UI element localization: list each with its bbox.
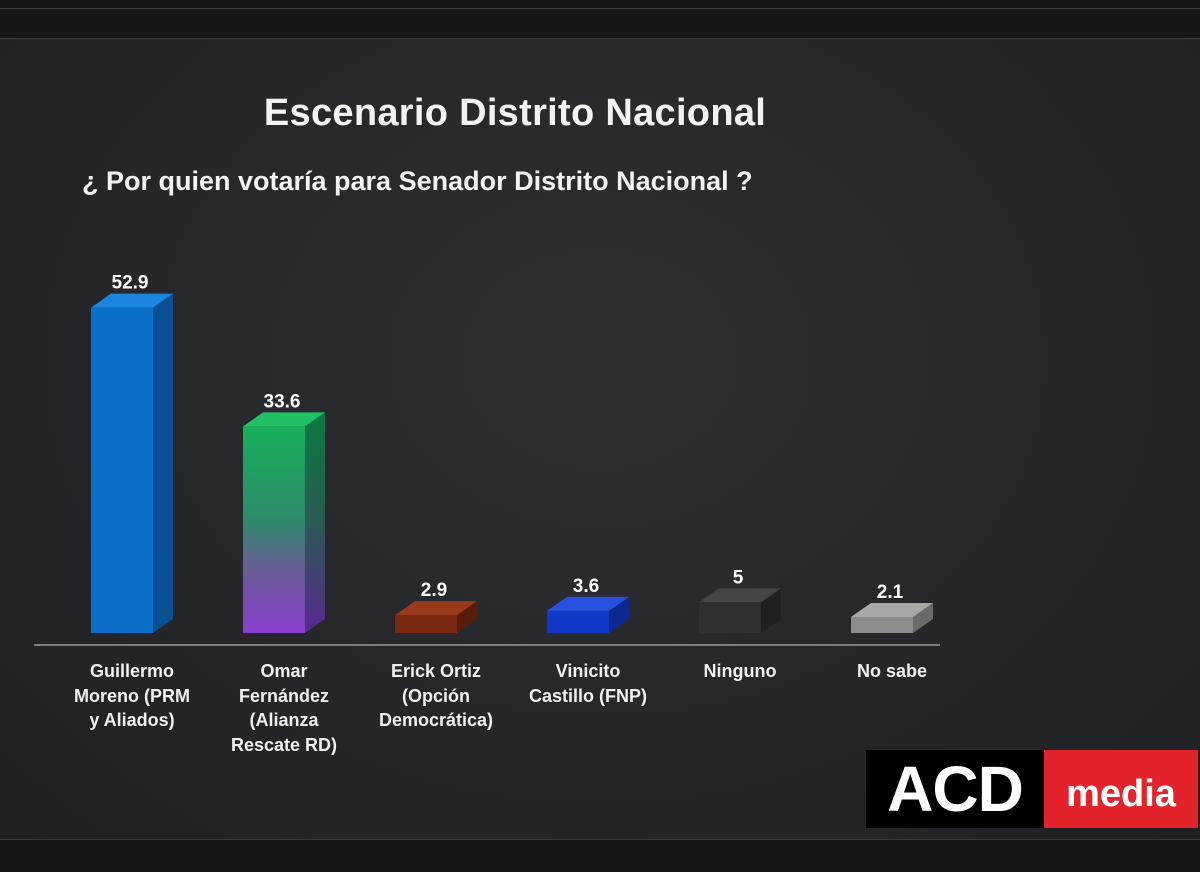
bar-front-erick-ortiz [395, 615, 457, 633]
category-label-line: Castillo (FNP) [528, 685, 647, 706]
bar-front-no-sabe [851, 617, 913, 633]
category-label-line: No sabe [856, 661, 928, 681]
chart-subtitle: ¿ Por quien votaría para Senador Distrit… [82, 166, 753, 196]
category-label-vinicito-castillo: Vinicito Castillo (FNP) [513, 659, 663, 708]
category-label-line: Erick Ortiz [390, 661, 482, 681]
bar-top-ninguno [699, 588, 781, 603]
category-label-line: Rescate RD) [230, 734, 338, 755]
bar-front-ninguno [699, 602, 761, 633]
bar-no-sabe: 2.1 [851, 582, 933, 633]
bar-side-omar-fernandez [305, 412, 325, 633]
category-label-line: Vinicito [555, 661, 621, 681]
value-label-guillermo-moreno: 52.9 [112, 273, 149, 294]
bar-top-guillermo-moreno [91, 293, 173, 308]
value-label-vinicito-castillo: 3.6 [573, 576, 599, 597]
value-label-erick-ortiz: 2.9 [421, 580, 447, 601]
bar-ninguno: 5 [699, 567, 781, 633]
bar-vinicito-castillo: 3.6 [547, 576, 629, 633]
logo-acd-text: ACD [866, 750, 1044, 828]
bar-top-erick-ortiz [395, 601, 477, 616]
category-label-no-sabe: No sabe [817, 659, 967, 684]
category-label-line: y Aliados) [89, 710, 175, 730]
bar-top-omar-fernandez [243, 412, 325, 427]
category-label-line: Democrática) [378, 710, 494, 730]
category-label-omar-fernandez: Omar Fernández (Alianza Rescate RD) [209, 659, 359, 757]
category-label-line: Omar [260, 661, 308, 681]
bar-top-vinicito-castillo [547, 596, 629, 611]
category-label-line: Fernández [238, 685, 330, 706]
bar-side-no-sabe [913, 603, 933, 633]
bar-top-no-sabe [851, 603, 933, 617]
bar-omar-fernandez: 33.6 [243, 391, 325, 633]
chart-title: Escenario Distrito Nacional [263, 92, 767, 134]
top-divider [0, 8, 1200, 9]
bar-side-erick-ortiz [457, 601, 477, 633]
category-label-guillermo-moreno: Guillermo Moreno (PRM y Aliados) [57, 659, 207, 733]
category-label-line: (Opción [402, 685, 470, 706]
bar-front-vinicito-castillo [547, 610, 609, 633]
bar-guillermo-moreno: 52.9 [91, 273, 173, 633]
acd-media-logo: ACD media [866, 750, 1198, 828]
bar-side-vinicito-castillo [609, 596, 629, 633]
value-label-omar-fernandez: 33.6 [264, 391, 301, 412]
value-label-ninguno: 5 [733, 567, 744, 588]
bar-side-guillermo-moreno [153, 293, 173, 633]
category-label-ninguno: Ninguno [665, 659, 815, 684]
value-label-no-sabe: 2.1 [877, 582, 904, 603]
bar-erick-ortiz: 2.9 [395, 580, 477, 633]
category-label-line: Ninguno [703, 661, 777, 681]
bar-side-ninguno [761, 588, 781, 633]
logo-media-text: media [1044, 750, 1198, 828]
category-label-line: (Alianza [249, 710, 319, 730]
category-label-line: Moreno (PRM [74, 685, 190, 706]
category-label-erick-ortiz: Erick Ortiz (Opción Democrática) [361, 659, 511, 733]
bar-front-omar-fernandez [243, 426, 305, 633]
bar-front-guillermo-moreno [91, 307, 153, 633]
category-label-line: Guillermo [89, 661, 174, 681]
slide-background [0, 38, 1200, 840]
